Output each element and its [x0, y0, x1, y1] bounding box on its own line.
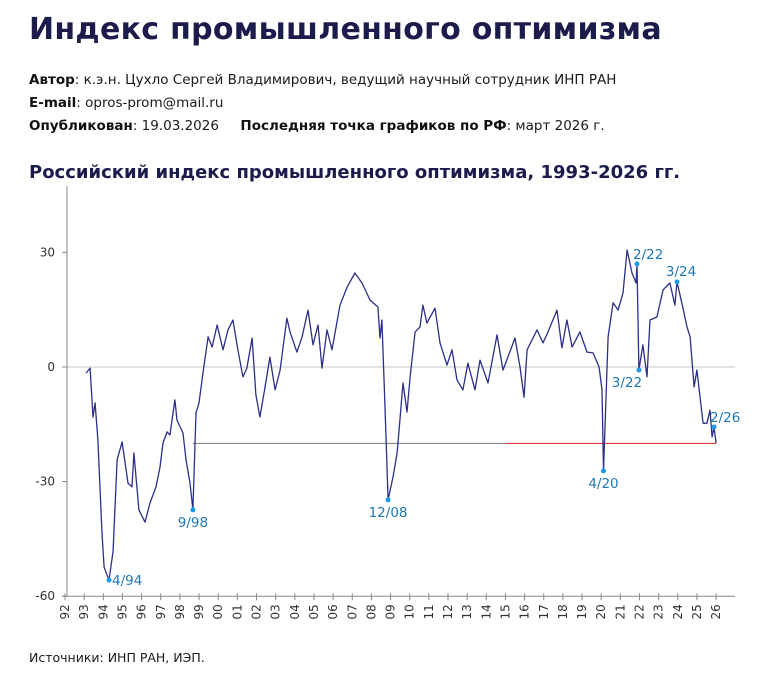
annotation-label: 4/94	[112, 573, 142, 589]
x-tick-label: 17	[537, 604, 551, 619]
series-line	[85, 249, 717, 581]
x-tick-label: 19	[575, 604, 589, 619]
annotation-marker	[636, 367, 642, 373]
email-label: E-mail	[29, 95, 77, 111]
x-tick-label: 13	[460, 604, 474, 619]
author-label: Автор	[29, 72, 75, 88]
published-label: Опубликован	[29, 118, 133, 134]
x-tick-label: 09	[384, 604, 398, 619]
author-value: к.э.н. Цухло Сергей Владимирович, ведущи…	[83, 72, 617, 88]
x-tick-label: 12	[441, 604, 455, 619]
y-tick-label: 0	[47, 360, 55, 374]
x-tick-label: 01	[230, 604, 244, 619]
published-value: 19.03.2026	[141, 118, 219, 134]
y-tick-label: 30	[40, 245, 55, 259]
x-tick-label: 08	[364, 604, 378, 619]
annotation-label: 3/24	[666, 264, 696, 280]
x-tick-label: 92	[58, 604, 72, 619]
x-tick-label: 21	[613, 604, 627, 619]
x-tick-label: 26	[709, 604, 723, 619]
email-line: E-mail: opros-prom@mail.ru	[29, 95, 224, 111]
email-link[interactable]: opros-prom@mail.ru	[85, 95, 224, 111]
x-tick-label: 00	[211, 604, 225, 619]
x-tick-label: 99	[192, 604, 206, 619]
x-tick-label: 95	[115, 604, 129, 619]
annotation-marker	[106, 577, 112, 583]
x-tick-label: 16	[518, 604, 532, 619]
annotation-marker	[190, 507, 196, 513]
annotation-label: 12/08	[369, 505, 408, 521]
x-tick-label: 96	[135, 604, 149, 619]
annotation-label: 4/20	[588, 476, 618, 492]
x-tick-label: 07	[345, 604, 359, 619]
annotation-label: 2/26	[710, 410, 740, 426]
page-title: Индекс промышленного оптимизма	[29, 12, 662, 47]
x-tick-label: 03	[269, 604, 283, 619]
annotation-label: 3/22	[612, 375, 642, 391]
annotation-marker	[385, 497, 391, 503]
x-tick-label: 20	[594, 604, 608, 619]
x-tick-label: 06	[326, 604, 340, 619]
annotation-marker	[711, 424, 717, 430]
annotation-marker	[674, 279, 680, 285]
annotation-marker	[634, 261, 640, 267]
x-tick-label: 14	[479, 604, 493, 619]
annotation-label: 9/98	[178, 515, 208, 531]
x-tick-label: 18	[556, 604, 570, 619]
x-tick-label: 10	[403, 604, 417, 619]
y-tick-label: -60	[35, 589, 55, 603]
x-tick-label: 04	[288, 604, 302, 619]
published-line: Опубликован: 19.03.2026 Последняя точка …	[29, 118, 605, 134]
x-tick-label: 94	[96, 604, 110, 619]
x-tick-label: 93	[77, 604, 91, 619]
x-tick-label: 24	[671, 604, 685, 619]
x-tick-label: 15	[498, 604, 512, 619]
last-point-value: март 2026 г.	[515, 118, 605, 134]
y-tick-label: -30	[35, 475, 55, 489]
x-tick-label: 22	[633, 604, 647, 619]
annotation-marker	[600, 468, 606, 474]
annotation-label: 2/22	[633, 247, 663, 263]
x-tick-label: 98	[173, 604, 187, 619]
x-tick-label: 11	[422, 604, 436, 619]
x-tick-label: 23	[652, 604, 666, 619]
x-tick-label: 97	[154, 604, 168, 619]
last-point-label: Последняя точка графиков по РФ	[240, 118, 507, 134]
chart-title: Российский индекс промышленного оптимизм…	[29, 162, 681, 183]
sources-note: Источники: ИНП РАН, ИЭП.	[29, 650, 205, 665]
author-line: Автор: к.э.н. Цухло Сергей Владимирович,…	[29, 72, 617, 88]
x-tick-label: 05	[307, 604, 321, 619]
x-tick-label: 02	[250, 604, 264, 619]
x-tick-label: 25	[690, 604, 704, 619]
